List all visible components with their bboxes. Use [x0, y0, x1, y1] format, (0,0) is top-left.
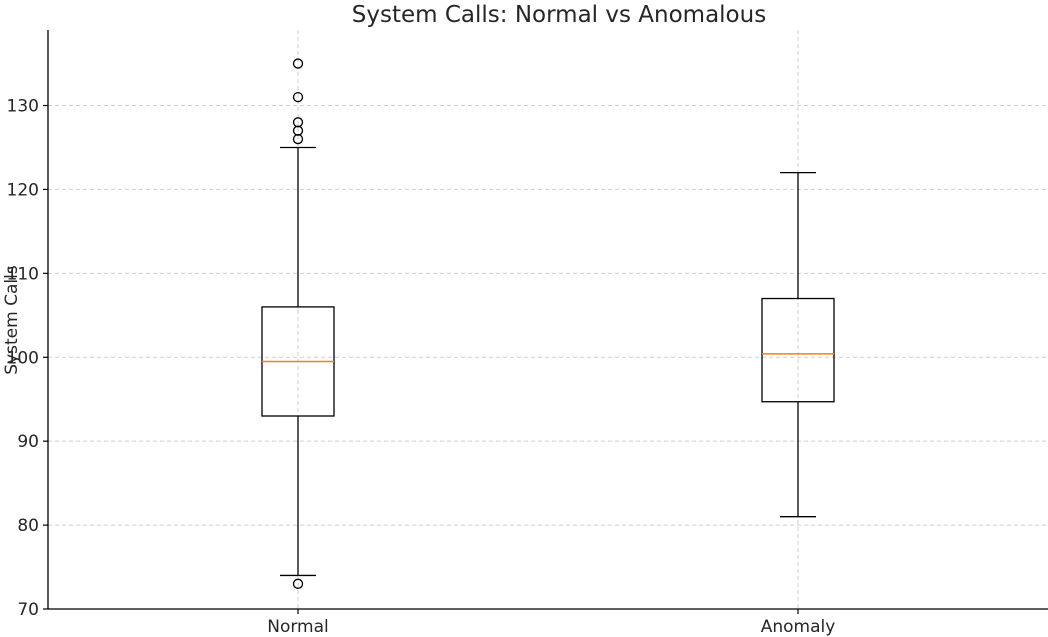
outlier-point — [292, 91, 304, 103]
gridlines — [48, 30, 1048, 610]
iqr-box — [761, 297, 835, 403]
axes — [47, 30, 1048, 610]
box-plots — [261, 58, 835, 589]
y-ticks: 70 80 90 100 110 120 130 — [7, 97, 48, 620]
outlier-point — [292, 117, 304, 128]
y-tick-label: 120 — [7, 180, 39, 200]
chart-title: System Calls: Normal vs Anomalous — [352, 2, 766, 28]
y-tick-label: 110 — [7, 264, 39, 284]
x-tick-label: Normal — [267, 617, 329, 637]
x-ticks: Normal Anomaly — [267, 609, 835, 637]
y-axis-label: System Calls — [2, 265, 22, 375]
y-tick-label: 80 — [17, 516, 39, 536]
y-tick-label: 130 — [7, 97, 39, 117]
y-tick-label: 100 — [7, 348, 39, 368]
y-tick-label: 90 — [17, 432, 39, 452]
box-group-normal — [261, 58, 335, 589]
box-group-anomaly — [761, 172, 835, 518]
outlier-point — [292, 578, 304, 589]
outlier-point — [292, 58, 304, 69]
x-tick-label: Anomaly — [761, 617, 836, 637]
y-tick-label: 70 — [17, 600, 39, 620]
